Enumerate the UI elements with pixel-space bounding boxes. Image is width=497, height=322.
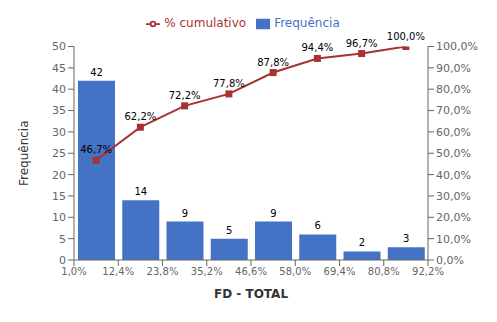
svg-text:30,0%: 30,0%	[436, 190, 471, 203]
svg-text:6: 6	[315, 220, 321, 231]
svg-text:FD - TOTAL: FD - TOTAL	[214, 287, 288, 301]
svg-text:12,4%: 12,4%	[102, 266, 134, 277]
svg-text:15: 15	[52, 190, 66, 203]
svg-text:46,6%: 46,6%	[235, 266, 267, 277]
svg-text:5: 5	[59, 233, 66, 246]
svg-text:87,8%: 87,8%	[257, 57, 289, 68]
svg-text:20,0%: 20,0%	[436, 211, 471, 224]
svg-text:62,2%: 62,2%	[124, 111, 156, 122]
svg-text:77,8%: 77,8%	[213, 78, 245, 89]
svg-text:96,7%: 96,7%	[346, 38, 378, 49]
svg-text:20: 20	[52, 169, 66, 182]
svg-text:23,8%: 23,8%	[147, 266, 179, 277]
svg-text:45: 45	[52, 62, 66, 75]
svg-text:9: 9	[182, 208, 188, 219]
svg-text:100,0%: 100,0%	[387, 31, 425, 42]
svg-text:50,0%: 50,0%	[436, 147, 471, 160]
svg-text:80,0%: 80,0%	[436, 83, 471, 96]
svg-text:42: 42	[90, 67, 103, 78]
svg-text:25: 25	[52, 147, 66, 160]
svg-text:14: 14	[134, 186, 147, 197]
svg-text:10: 10	[52, 211, 66, 224]
svg-text:40: 40	[52, 83, 66, 96]
svg-text:0,0%: 0,0%	[436, 254, 464, 267]
svg-text:1,0%: 1,0%	[61, 266, 86, 277]
svg-text:3: 3	[403, 233, 409, 244]
svg-text:5: 5	[226, 225, 232, 236]
svg-text:35: 35	[52, 104, 66, 117]
svg-text:50: 50	[52, 40, 66, 53]
svg-text:72,2%: 72,2%	[169, 90, 201, 101]
svg-text:9: 9	[270, 208, 276, 219]
svg-text:100,0%: 100,0%	[436, 40, 478, 53]
svg-text:69,4%: 69,4%	[324, 266, 356, 277]
svg-text:46,7%: 46,7%	[80, 144, 112, 155]
svg-text:35,2%: 35,2%	[191, 266, 223, 277]
svg-text:0: 0	[59, 254, 66, 267]
svg-text:60,0%: 60,0%	[436, 126, 471, 139]
svg-text:94,4%: 94,4%	[301, 42, 333, 53]
svg-text:30: 30	[52, 126, 66, 139]
svg-text:90,0%: 90,0%	[436, 62, 471, 75]
svg-text:Frequência: Frequência	[17, 120, 31, 186]
svg-text:58,0%: 58,0%	[279, 266, 311, 277]
svg-text:92,2%: 92,2%	[412, 266, 444, 277]
svg-text:10,0%: 10,0%	[436, 233, 471, 246]
svg-text:2: 2	[359, 237, 365, 248]
svg-text:70,0%: 70,0%	[436, 104, 471, 117]
html-text:Frequência: Frequência	[274, 16, 340, 30]
svg-text:80,8%: 80,8%	[368, 266, 400, 277]
svg-text:40,0%: 40,0%	[436, 169, 471, 182]
html-text:% cumulativo: % cumulativo	[164, 16, 247, 30]
